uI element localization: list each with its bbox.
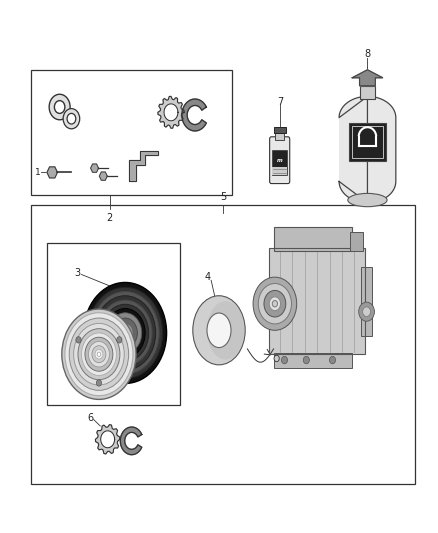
Bar (360, 86, 375, 99)
Circle shape (105, 309, 145, 358)
Text: 7: 7 (277, 96, 283, 107)
Circle shape (258, 284, 291, 324)
Circle shape (81, 333, 117, 375)
Circle shape (84, 282, 166, 383)
Polygon shape (95, 425, 120, 454)
Circle shape (97, 352, 101, 357)
Polygon shape (164, 104, 178, 121)
Ellipse shape (207, 313, 231, 348)
Circle shape (269, 297, 281, 311)
Text: 5: 5 (220, 192, 226, 201)
Ellipse shape (348, 193, 387, 207)
Polygon shape (47, 167, 57, 178)
Circle shape (282, 357, 288, 364)
Bar (361, 266, 372, 336)
Circle shape (303, 357, 309, 364)
Bar (275, 132, 285, 140)
Circle shape (363, 307, 371, 317)
Circle shape (92, 346, 106, 363)
Circle shape (264, 290, 286, 317)
Polygon shape (91, 164, 99, 172)
Circle shape (54, 101, 65, 114)
Text: 8: 8 (364, 49, 371, 59)
Polygon shape (158, 96, 184, 128)
Bar (269, 248, 365, 354)
Ellipse shape (339, 96, 396, 139)
Circle shape (67, 114, 76, 124)
Polygon shape (352, 70, 383, 86)
Bar (349, 123, 386, 161)
Circle shape (359, 302, 374, 321)
Polygon shape (101, 431, 115, 448)
Ellipse shape (207, 301, 244, 360)
Bar (269, 248, 365, 354)
Circle shape (95, 350, 103, 359)
Circle shape (62, 309, 136, 399)
Polygon shape (130, 151, 158, 181)
Polygon shape (182, 99, 206, 131)
Bar (350, 232, 363, 251)
Circle shape (102, 304, 149, 362)
Circle shape (117, 324, 133, 343)
Circle shape (91, 292, 159, 374)
Bar (274, 353, 352, 368)
Circle shape (63, 109, 80, 129)
Circle shape (65, 313, 133, 395)
Circle shape (49, 94, 70, 120)
Circle shape (253, 277, 297, 330)
Circle shape (88, 287, 162, 378)
Circle shape (85, 337, 113, 371)
Circle shape (272, 301, 278, 307)
Circle shape (78, 329, 120, 379)
Circle shape (329, 357, 336, 364)
Polygon shape (120, 427, 142, 455)
Text: 2: 2 (107, 213, 113, 223)
Circle shape (88, 342, 110, 367)
Bar (31, 70, 232, 195)
Circle shape (117, 337, 122, 343)
Ellipse shape (339, 160, 396, 203)
Text: 6: 6 (87, 413, 93, 423)
Circle shape (76, 337, 81, 343)
Circle shape (74, 324, 124, 385)
Circle shape (123, 330, 127, 336)
Bar (274, 227, 352, 251)
Text: 4: 4 (205, 272, 211, 282)
Circle shape (121, 328, 130, 338)
Bar (272, 150, 287, 175)
Circle shape (69, 318, 129, 390)
Circle shape (109, 313, 142, 353)
Circle shape (98, 300, 152, 366)
Text: 3: 3 (74, 268, 80, 278)
Bar (31, 205, 416, 484)
Bar (274, 127, 286, 133)
Circle shape (95, 296, 155, 370)
Text: m: m (277, 158, 283, 163)
Polygon shape (99, 172, 107, 180)
Bar (352, 126, 383, 158)
Text: 1: 1 (35, 168, 41, 177)
FancyBboxPatch shape (270, 137, 290, 183)
Circle shape (113, 318, 138, 348)
Ellipse shape (193, 296, 245, 365)
Circle shape (274, 356, 279, 362)
Circle shape (96, 379, 102, 386)
Bar (272, 166, 287, 175)
Bar (339, 118, 396, 181)
Bar (46, 243, 180, 405)
